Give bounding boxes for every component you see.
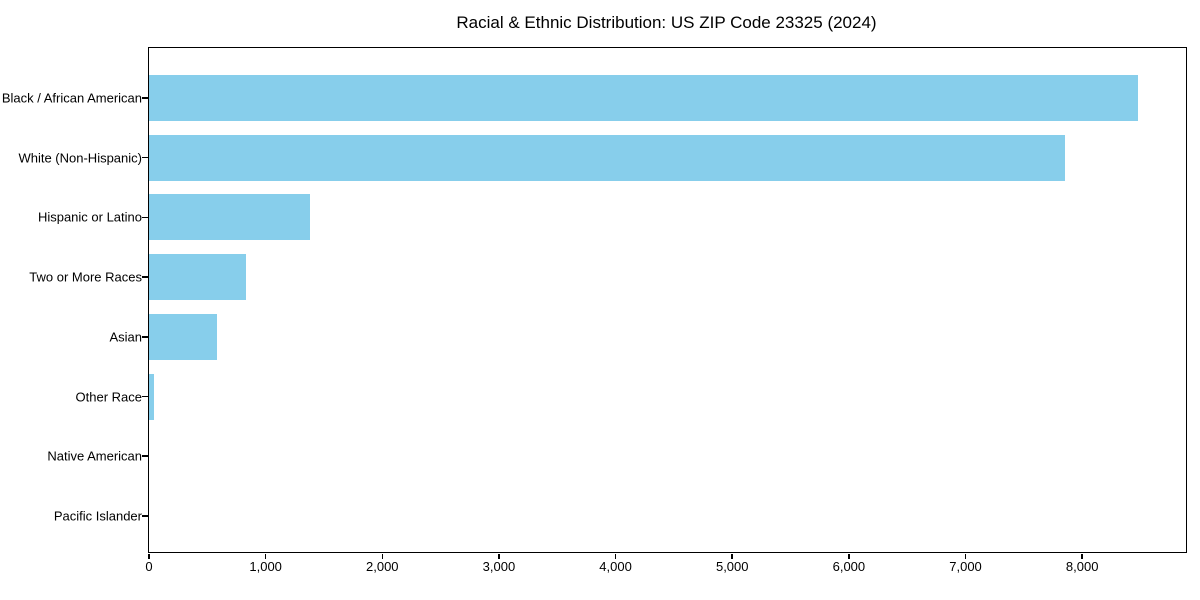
- y-tick-mark: [142, 336, 148, 338]
- x-axis-tick-label: 0: [145, 559, 153, 574]
- bar-black-african-american: [149, 75, 1139, 121]
- y-axis-category-label: Black / African American: [1, 90, 142, 106]
- bar-other-race: [149, 373, 154, 420]
- x-axis-tick-label: 4,000: [599, 559, 632, 574]
- x-axis-tick-label: 8,000: [1065, 559, 1099, 574]
- x-tick-mark: [1081, 553, 1083, 559]
- y-tick-mark: [142, 515, 148, 517]
- x-tick-mark: [498, 553, 500, 559]
- x-tick-mark: [964, 553, 967, 559]
- y-axis-category-label: Hispanic or Latino: [37, 209, 142, 225]
- bar-asian: [149, 313, 218, 360]
- y-tick-mark: [142, 97, 148, 99]
- plot-area: Black / African American White (Non-Hispa…: [2, 47, 1187, 574]
- y-axis-category-label: Other Race: [75, 389, 142, 404]
- x-tick-mark: [381, 553, 384, 559]
- y-axis-category-label: Pacific Islander: [53, 508, 142, 524]
- x-axis-tick-label: 3,000: [482, 559, 516, 574]
- x-tick-mark: [731, 553, 733, 559]
- y-axis-category-label: White (Non-Hispanic): [18, 150, 142, 166]
- y-tick-mark: [142, 216, 148, 219]
- x-tick-mark: [264, 553, 267, 559]
- bar-white-non-hispanic: [149, 134, 1065, 181]
- x-axis-tick-label: 2,000: [366, 559, 399, 574]
- chart-title: Racial & Ethnic Distribution: US ZIP Cod…: [456, 13, 877, 32]
- bar-two-or-more-races: [149, 254, 246, 301]
- x-axis-tick-label: 5,000: [715, 559, 749, 574]
- x-axis-tick-label: 7,000: [949, 559, 982, 574]
- bar-hispanic-or-latino: [149, 194, 310, 241]
- y-tick-mark: [142, 455, 148, 457]
- y-tick-mark: [142, 276, 148, 278]
- x-axis-tick-label: 6,000: [832, 559, 866, 574]
- x-axis-tick-label: 1,000: [249, 559, 282, 574]
- y-tick-mark: [142, 156, 148, 159]
- x-tick-mark: [614, 553, 617, 559]
- y-axis-category-label: Native American: [47, 448, 142, 464]
- x-tick-mark: [148, 553, 150, 559]
- y-axis-category-label: Asian: [109, 329, 142, 345]
- y-tick-mark: [142, 395, 148, 398]
- y-axis-category-label: Two or More Races: [29, 269, 142, 285]
- x-tick-mark: [848, 553, 850, 559]
